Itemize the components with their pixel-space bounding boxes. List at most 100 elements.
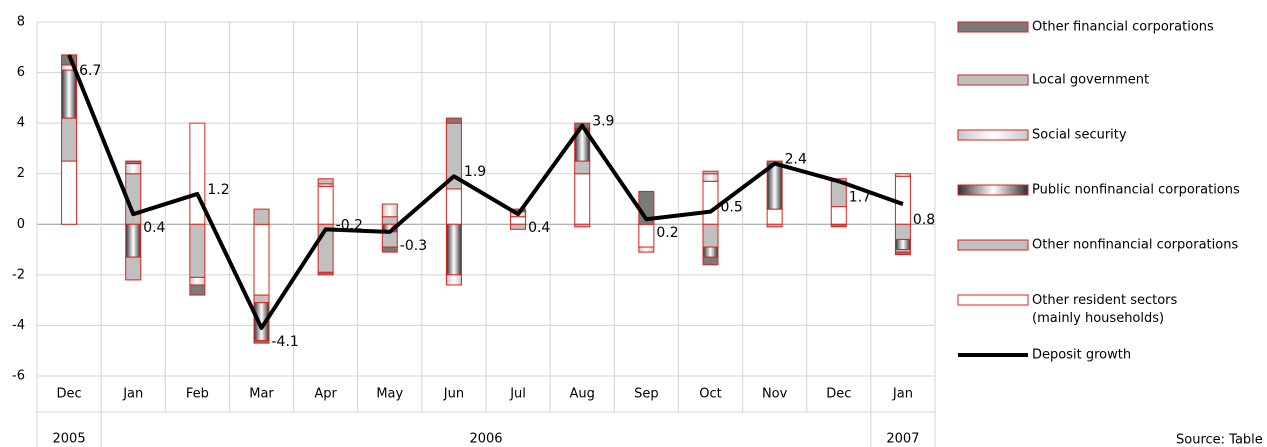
x-tick-label: Jan: [122, 387, 143, 402]
bar-segment: [253, 340, 270, 344]
bar-segment: [61, 69, 78, 119]
bar-segment: [317, 271, 334, 276]
bar-segment: [189, 284, 206, 296]
legend-label: Other nonfinancial corporations: [1032, 238, 1238, 253]
x-tick-label: Mar: [249, 387, 274, 402]
x-tick-label: Oct: [699, 387, 721, 402]
legend-label: Public nonfinancial corporations: [1032, 183, 1240, 198]
x-tick-label: May: [376, 387, 403, 402]
bar-segment: [894, 251, 911, 256]
bar-segment: [253, 208, 270, 225]
x-tick-label: Sep: [634, 387, 659, 402]
year-label: 2006: [469, 432, 502, 447]
data-label: 6.7: [79, 63, 101, 79]
legend-swatch: [957, 21, 1029, 33]
bar-segment: [253, 294, 270, 304]
bar-segment: [125, 256, 142, 281]
legend-swatch: [957, 129, 1029, 141]
bar-segment: [61, 117, 78, 162]
bar-segment: [894, 173, 911, 177]
y-tick-label: 6: [17, 65, 25, 80]
bar-segment: [510, 216, 527, 225]
bar-segment: [125, 163, 142, 175]
y-tick-label: 4: [17, 116, 25, 131]
bar-segment: [830, 206, 847, 225]
bar-segment: [766, 223, 783, 228]
bar-segment: [894, 223, 911, 240]
bar-segment: [125, 223, 142, 258]
bar-segment: [766, 208, 783, 225]
data-label: 1.9: [464, 164, 486, 180]
data-label: 2.4: [785, 152, 807, 168]
bar-segment: [638, 223, 655, 248]
bar-segment: [189, 276, 206, 286]
y-tick-label: 8: [17, 15, 25, 30]
legend-label: Social security: [1032, 128, 1127, 143]
x-tick-label: Feb: [186, 387, 209, 402]
y-tick-label: -6: [12, 369, 25, 384]
bar-segment: [702, 246, 719, 258]
data-label: -4.1: [272, 334, 299, 350]
data-label: 1.2: [207, 182, 229, 198]
x-tick-label: Jan: [892, 387, 913, 402]
y-tick-label: -2: [12, 267, 25, 282]
bar-segment: [445, 274, 462, 286]
bar-segment: [574, 160, 591, 175]
data-label: 3.9: [592, 114, 614, 130]
bar-segment: [61, 160, 78, 225]
y-tick-label: 2: [17, 166, 25, 181]
year-label: 2007: [886, 432, 919, 447]
data-label: 0.5: [721, 200, 743, 216]
legend-label: Local government: [1032, 73, 1149, 88]
bar-segment: [125, 160, 142, 165]
bar-segment: [445, 117, 462, 124]
legend-swatch: [957, 184, 1029, 196]
data-label: 0.8: [913, 212, 935, 228]
bar-segment: [702, 256, 719, 266]
y-tick-label: -4: [12, 318, 25, 333]
bar-segment: [702, 223, 719, 248]
bar-segment: [317, 185, 334, 225]
x-tick-label: Jul: [509, 387, 526, 402]
legend-swatch: [957, 239, 1029, 251]
data-label: 0.4: [143, 220, 165, 236]
bar-segment: [894, 238, 911, 251]
bar-segment: [381, 216, 398, 225]
x-tick-label: Jun: [443, 387, 464, 402]
x-tick-label: Nov: [762, 387, 788, 402]
bar-segment: [702, 180, 719, 225]
bar-segment: [510, 223, 527, 230]
x-tick-label: Dec: [56, 387, 81, 402]
data-label: 0.2: [656, 225, 678, 241]
bar-segment: [574, 223, 591, 228]
bar-segment: [766, 163, 783, 210]
data-label: -0.2: [336, 217, 363, 233]
y-tick-label: 0: [17, 217, 25, 232]
bar-segment: [445, 223, 462, 276]
bar-segment: [381, 246, 398, 253]
bar-segment: [702, 173, 719, 182]
bar-segment: [381, 203, 398, 218]
x-tick-label: Dec: [826, 387, 851, 402]
bar-segment: [574, 173, 591, 225]
line-series: [67, 54, 904, 330]
data-label: 0.4: [528, 220, 550, 236]
x-tick-label: Apr: [314, 387, 337, 402]
bar-segment: [189, 223, 206, 278]
data-label: -0.3: [400, 238, 427, 254]
legend-swatch: [957, 74, 1029, 86]
bar-segment: [638, 246, 655, 253]
year-label: 2005: [53, 432, 86, 447]
bar-segment: [317, 178, 334, 185]
bar-segment: [381, 231, 398, 248]
legend-label: Other financial corporations: [1032, 20, 1214, 35]
bar-segment: [253, 223, 270, 296]
bar-segment: [830, 223, 847, 228]
data-label: 1.7: [849, 189, 871, 205]
legend-swatch: [957, 294, 1029, 306]
bar-segment: [445, 188, 462, 225]
legend-label: Deposit growth: [1032, 348, 1131, 363]
bar-segment: [702, 170, 719, 175]
